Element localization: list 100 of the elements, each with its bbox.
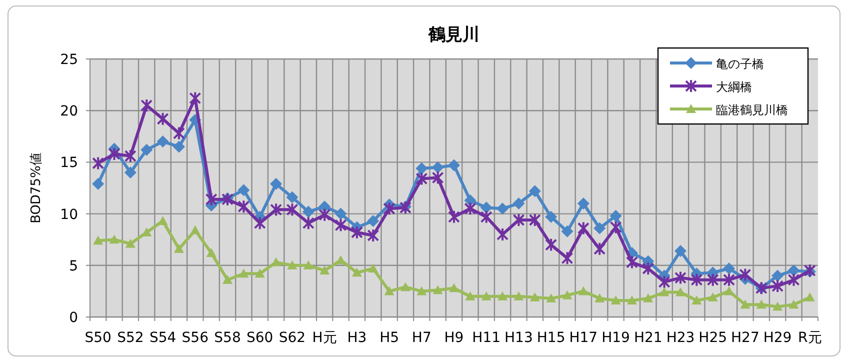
point: [350, 225, 363, 240]
point: [528, 185, 541, 198]
point: [384, 286, 394, 296]
point: [449, 283, 459, 292]
point: [496, 227, 509, 242]
point: [610, 220, 622, 234]
point: [561, 225, 574, 238]
point: [545, 210, 558, 223]
x-tick-label: H21: [634, 330, 662, 346]
x-tick-label: H15: [536, 330, 566, 346]
point: [254, 216, 266, 230]
point: [528, 212, 541, 227]
point: [594, 293, 605, 302]
point: [125, 238, 136, 248]
point: [190, 225, 200, 234]
y-tick-label: 25: [60, 52, 78, 68]
point: [708, 292, 718, 302]
point: [740, 300, 750, 309]
point: [562, 290, 572, 300]
chart-title: 鶴見川: [428, 25, 480, 45]
legend-label: 亀の子橋: [716, 57, 764, 71]
point: [400, 282, 410, 292]
point: [675, 287, 686, 296]
x-tick-label: H23: [666, 330, 695, 346]
point: [416, 172, 428, 186]
point: [658, 274, 670, 289]
point: [514, 291, 524, 300]
x-tick-label: S50: [84, 330, 112, 346]
point: [480, 202, 492, 214]
point: [238, 184, 250, 196]
point: [303, 260, 314, 270]
x-tick-label: H3: [347, 330, 367, 346]
x-tick-label: S58: [214, 330, 241, 346]
point: [318, 200, 331, 213]
x-tick-label: H27: [731, 330, 760, 346]
point: [643, 293, 654, 302]
point: [93, 236, 104, 245]
point: [577, 197, 590, 210]
point: [416, 162, 428, 174]
x-tick-label: H19: [602, 330, 630, 346]
point: [561, 251, 574, 266]
point: [674, 270, 686, 285]
point: [432, 170, 444, 185]
point: [804, 292, 815, 302]
point: [659, 287, 670, 296]
point: [238, 200, 250, 214]
point: [108, 146, 120, 161]
point: [172, 140, 185, 153]
point: [92, 156, 104, 170]
point: [626, 255, 638, 270]
point: [287, 260, 298, 270]
x-tick-label: H11: [472, 330, 501, 346]
point: [448, 210, 460, 224]
point: [432, 161, 444, 174]
point: [610, 295, 621, 304]
point: [205, 192, 218, 206]
point: [577, 221, 590, 236]
y-axis-title: BOD75%値: [29, 152, 44, 224]
point: [302, 206, 314, 218]
x-tick-label: H25: [698, 330, 728, 346]
point: [448, 159, 460, 172]
x-tick-label: S56: [182, 330, 209, 346]
point: [530, 292, 540, 302]
point: [189, 91, 202, 106]
point: [772, 270, 784, 282]
point: [286, 191, 298, 204]
point: [464, 202, 476, 216]
legend-label: 臨港鶴見川橋: [716, 103, 788, 117]
x-tick-label: H17: [569, 330, 598, 346]
point: [334, 218, 347, 232]
x-tick-label: S62: [278, 330, 306, 346]
point: [124, 166, 136, 179]
x-tick-label: H13: [504, 330, 533, 346]
point: [594, 222, 606, 234]
y-tick-label: 15: [60, 155, 78, 172]
point: [156, 136, 169, 148]
x-tick-label: S52: [117, 330, 144, 346]
point: [642, 261, 654, 276]
point: [124, 149, 136, 164]
point: [512, 212, 525, 227]
point: [498, 291, 508, 300]
point: [206, 248, 216, 258]
point: [302, 216, 314, 230]
point: [546, 293, 556, 302]
point: [690, 272, 703, 287]
point: [222, 274, 233, 284]
point: [334, 208, 347, 220]
point: [432, 285, 443, 294]
y-tick-label: 10: [60, 206, 78, 223]
x-tick-label: H元: [312, 330, 337, 346]
point: [368, 263, 378, 272]
point: [788, 272, 800, 287]
point: [723, 262, 736, 274]
point: [594, 242, 606, 256]
y-tick-label: 5: [69, 258, 78, 274]
point: [610, 210, 622, 222]
point: [172, 126, 185, 140]
point: [788, 300, 799, 309]
point: [416, 286, 427, 296]
point: [238, 268, 249, 278]
